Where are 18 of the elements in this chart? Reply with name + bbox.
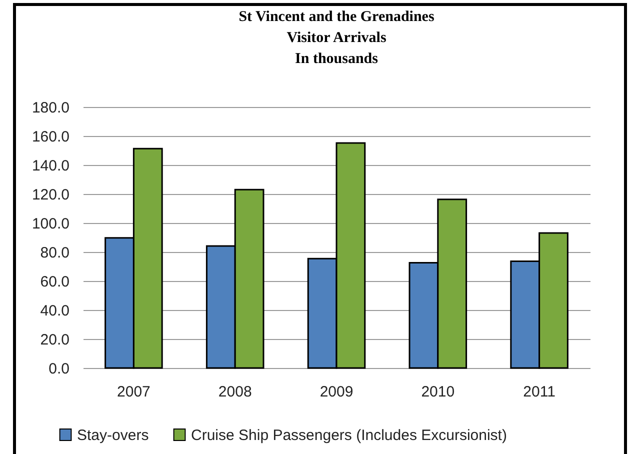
x-tick-label: 2009 (320, 384, 354, 400)
y-tick-label: 160.0 (32, 128, 70, 146)
legend-label: Cruise Ship Passengers (Includes Excursionist) (191, 426, 507, 444)
x-tick-label: 2008 (218, 384, 252, 400)
x-tick-label: 2010 (421, 384, 455, 400)
x-tick-label: 2007 (117, 384, 150, 400)
y-tick-label: 140.0 (32, 158, 70, 174)
legend-label: Stay-overs (77, 426, 149, 444)
x-tick-label: 2011 (523, 384, 556, 400)
y-tick-label: 120.0 (32, 186, 70, 204)
y-tick-label: 20.0 (40, 332, 70, 348)
y-tick-label: 60.0 (40, 274, 70, 290)
y-tick-label: 40.0 (40, 302, 70, 320)
y-tick-label: 80.0 (40, 244, 70, 262)
y-tick-label: 0.0 (48, 360, 70, 378)
y-tick-label: 100.0 (32, 216, 70, 232)
y-tick-label: 180.0 (32, 100, 70, 116)
chart-title: St Vincent and the Grenadines Visitor Arrivals In thousands (238, 9, 434, 67)
